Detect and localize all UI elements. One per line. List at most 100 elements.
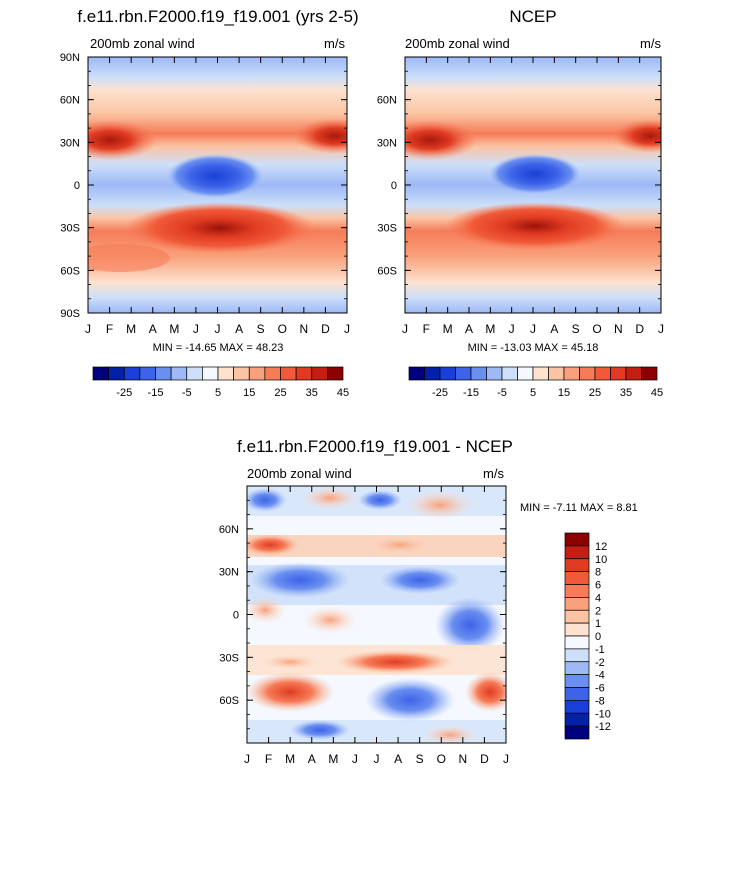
x-tick-label: J (85, 322, 91, 336)
colorbar-swatch (564, 584, 590, 598)
colorbar-swatch (564, 712, 590, 727)
y-tick-label: 60N (377, 95, 397, 107)
x-tick-label: S (416, 752, 424, 766)
colorbar-swatch (233, 366, 250, 381)
colorbar-swatch (186, 366, 203, 381)
panel-obs-colorbar: -25 -15 -5 5 15 25 35 45 (408, 366, 663, 399)
x-tick-label: O (278, 322, 287, 336)
colorbar-swatch (170, 366, 188, 381)
colorbar-swatch (139, 366, 156, 381)
colorbar-swatch (564, 674, 590, 688)
colorbar-label: -8 (595, 695, 605, 707)
colorbar-swatch (424, 366, 441, 381)
panel-model-units: m/s (324, 36, 345, 51)
x-tick-label: S (257, 322, 265, 336)
x-tick-label: A (149, 322, 157, 336)
colorbar-swatch (455, 366, 472, 381)
x-tick-label: J (402, 322, 408, 336)
panel-difference-units: m/s (483, 466, 504, 481)
y-tick-label: 60S (219, 695, 239, 707)
colorbar-swatch (564, 725, 590, 740)
x-tick-label: M (485, 322, 495, 336)
colorbar-swatch (564, 532, 590, 547)
x-tick-label: A (394, 752, 402, 766)
x-tick-label: M (169, 322, 179, 336)
panel-model-colorbar: -25 -15 -5 5 15 25 35 45 (92, 366, 349, 399)
colorbar-swatch (327, 366, 344, 381)
colorbar-swatch (155, 366, 172, 381)
x-tick-label: F (106, 322, 113, 336)
colorbar-label: 5 (215, 387, 221, 399)
colorbar-label: -4 (595, 670, 605, 682)
colorbar-label: 0 (595, 631, 601, 643)
colorbar-swatch (123, 366, 141, 381)
colorbar-label: -10 (595, 708, 611, 720)
colorbar-swatch (501, 366, 518, 381)
colorbar-label: -15 (463, 387, 479, 399)
colorbar-swatch (610, 366, 627, 381)
colorbar-label: 4 (595, 592, 601, 604)
y-tick-label: 30S (60, 223, 80, 235)
panel-difference-stats: MIN = -7.11 MAX = 8.81 (520, 502, 638, 514)
y-tick-label: 90S (60, 308, 80, 320)
x-tick-label: D (635, 322, 644, 336)
panel-model: f.e11.rbn.F2000.f19_f19.001 (yrs 2-5) 20… (60, 7, 359, 399)
panel-obs-y-axis: 60N 30N 0 30S 60S (377, 56, 661, 314)
panel-difference-field (247, 486, 506, 743)
colorbar-swatch (217, 366, 234, 381)
colorbar-label: 12 (595, 541, 607, 553)
panel-obs-field (405, 57, 661, 313)
y-tick-label: 30S (219, 652, 239, 664)
colorbar-label: -5 (182, 387, 192, 399)
x-tick-label: J (503, 752, 509, 766)
panel-difference: f.e11.rbn.F2000.f19_f19.001 - NCEP 200mb… (219, 437, 638, 766)
y-tick-label: 0 (233, 610, 239, 622)
colorbar-swatch (564, 687, 590, 701)
colorbar-swatch (108, 366, 125, 381)
x-tick-label: J (530, 322, 536, 336)
colorbar-swatch (280, 366, 297, 381)
colorbar-label: 15 (558, 387, 570, 399)
colorbar-label: -15 (148, 387, 164, 399)
colorbar-swatch (548, 366, 565, 381)
x-tick-label: N (299, 322, 308, 336)
colorbar-label: 25 (274, 387, 286, 399)
colorbar-swatch (594, 366, 611, 381)
colorbar-swatch (517, 366, 534, 381)
colorbar-label: 1 (595, 618, 601, 630)
y-tick-label: 30N (219, 567, 239, 579)
x-tick-label: A (235, 322, 243, 336)
colorbar-label: 6 (595, 580, 601, 592)
colorbar-swatch (564, 635, 590, 650)
colorbar-label: 45 (651, 387, 663, 399)
panel-difference-y-axis: 60N 30N 0 30S 60S (219, 485, 506, 744)
colorbar-label: 25 (589, 387, 601, 399)
x-tick-label: J (215, 322, 221, 336)
panel-difference-title: f.e11.rbn.F2000.f19_f19.001 - NCEP (237, 437, 513, 456)
colorbar-label: 15 (243, 387, 255, 399)
x-tick-label: J (352, 752, 358, 766)
x-tick-label: J (193, 322, 199, 336)
colorbar-label: -25 (116, 387, 132, 399)
x-tick-label: D (480, 752, 489, 766)
x-tick-label: N (458, 752, 467, 766)
y-tick-label: 30N (60, 137, 80, 149)
colorbar-label: -1 (595, 644, 605, 656)
colorbar-swatch (564, 571, 590, 585)
x-tick-label: M (328, 752, 338, 766)
colorbar-swatch (264, 366, 281, 381)
colorbar-label: -5 (497, 387, 507, 399)
panel-difference-left-label: 200mb zonal wind (247, 466, 352, 481)
colorbar-swatch (486, 366, 503, 381)
colorbar-label: 35 (306, 387, 318, 399)
colorbar-swatch (564, 700, 590, 714)
x-tick-label: M (443, 322, 453, 336)
colorbar-label: 5 (530, 387, 536, 399)
colorbar-label: 35 (620, 387, 632, 399)
y-tick-label: 0 (391, 180, 397, 192)
y-tick-label: 60S (60, 265, 80, 277)
